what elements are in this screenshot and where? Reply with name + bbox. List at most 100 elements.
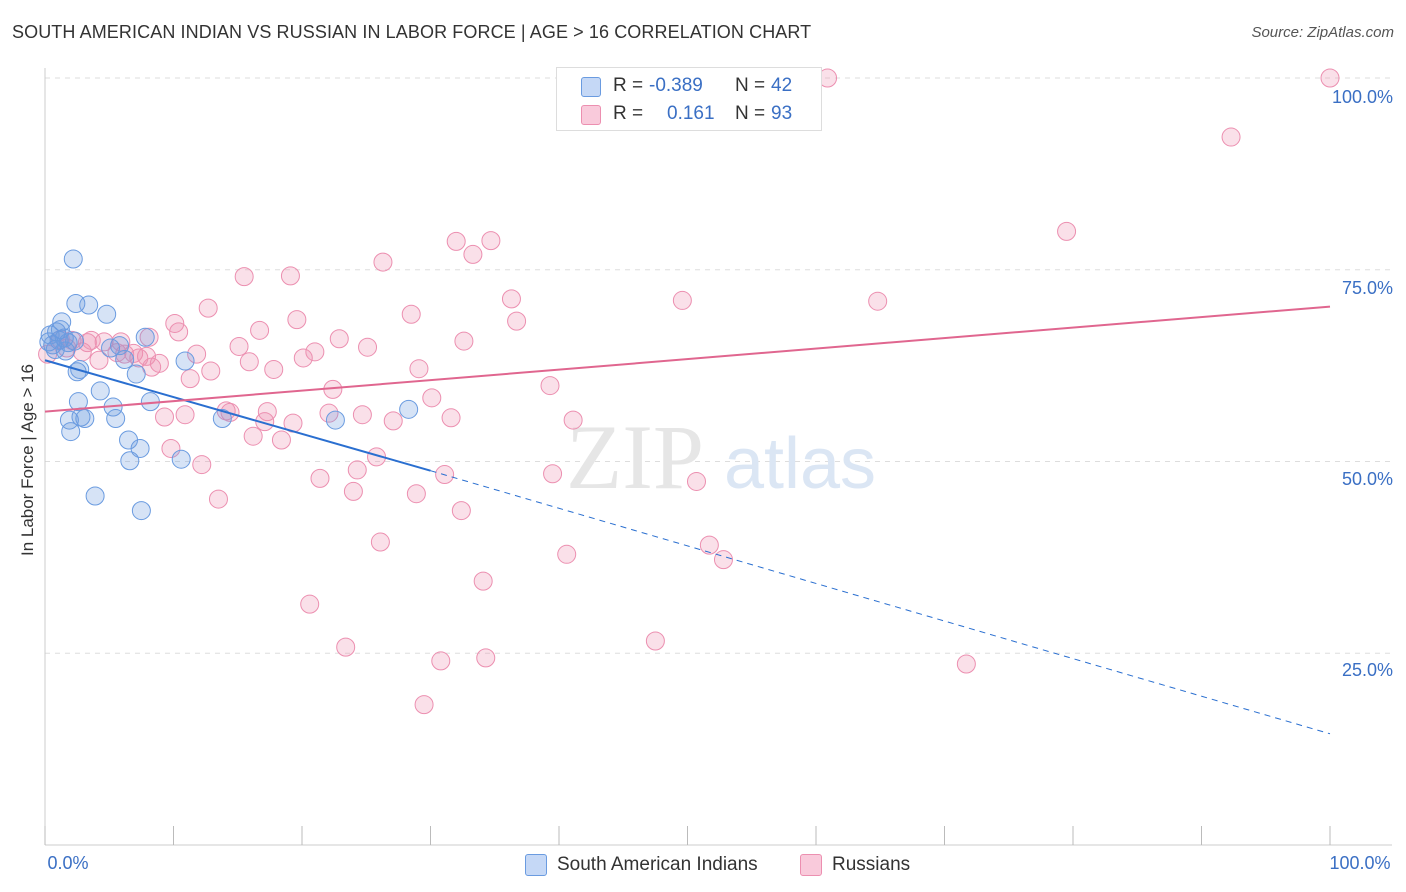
russians-point (352, 405, 372, 425)
tick-labels: 0.0% 100.0% 25.0% 50.0% 75.0% 100.0% (47, 87, 1393, 873)
russians-point (476, 648, 496, 668)
russians-point (201, 361, 221, 381)
legend-swatch-blue (581, 77, 601, 97)
russians-point (229, 336, 249, 356)
russians-point (305, 342, 325, 362)
russians-point (243, 426, 263, 446)
russians-point (165, 313, 185, 333)
russians-point (234, 267, 254, 287)
russians-point (329, 329, 349, 349)
russians-point (540, 376, 560, 396)
watermark-atlas: atlas (724, 424, 876, 504)
y-tick-label-100: 100.0% (1332, 87, 1393, 107)
russians-point (446, 231, 466, 251)
south-american-indians-point (75, 409, 95, 429)
russians-point (373, 252, 393, 272)
trend-lines (44, 305, 1331, 735)
south-american-indians-point (52, 312, 72, 332)
russians-point (686, 471, 706, 491)
russians-point (454, 331, 474, 351)
south-american-indians-point (63, 249, 83, 269)
x-tick-label-min: 0.0% (47, 853, 88, 873)
russians-point (563, 410, 583, 430)
russians-point (293, 348, 313, 368)
south-american-indians-point (120, 451, 140, 471)
russians-point (239, 352, 259, 372)
russians-point (358, 337, 378, 357)
russians-point (310, 468, 330, 488)
south-american-indians-point (68, 392, 88, 412)
russians-point (264, 359, 284, 379)
legend-n-value: 93 (771, 103, 793, 124)
russians-point (473, 571, 493, 591)
legend-r-label: R = (613, 75, 644, 96)
south-american-indians-point (61, 422, 81, 442)
legend-row-south-american-indians: R = -0.389 N = 42 (557, 72, 821, 100)
south-american-indians-point (85, 486, 105, 506)
legend-label: South American Indians (557, 854, 758, 875)
russians-point (89, 350, 109, 370)
russians-point (280, 266, 300, 286)
russians-point (155, 407, 175, 427)
russians-point (481, 231, 501, 251)
y-tick-label-25: 25.0% (1342, 660, 1393, 680)
legend-r-value: 0.161 (667, 103, 715, 124)
legend-swatch-blue (525, 854, 547, 876)
south-american-indians-trend-line (44, 359, 431, 472)
russians-point (383, 411, 403, 431)
russians-point (336, 637, 356, 657)
russians-point (713, 550, 733, 570)
south-american-indians-point (58, 333, 78, 353)
russians-point (645, 631, 665, 651)
russians-point (1057, 221, 1077, 241)
y-tick-label-75: 75.0% (1342, 278, 1393, 298)
russians-point (501, 289, 521, 309)
south-american-indians-point (126, 364, 146, 384)
russians-point (208, 489, 228, 509)
russians-point (699, 535, 719, 555)
legend-r-label: R = (613, 103, 644, 124)
legend-r-value: -0.389 (649, 75, 703, 96)
russians-point (406, 484, 426, 504)
y-axis-label: In Labor Force | Age > 16 (18, 363, 37, 557)
russians-point (672, 290, 692, 310)
watermark-zip: ZIP (566, 406, 704, 508)
legend-n-label: N = (735, 103, 766, 124)
russians-point (414, 695, 434, 715)
x-tick-label-max: 100.0% (1329, 853, 1390, 873)
legend-swatch-pink (581, 105, 601, 125)
russians-point (543, 464, 563, 484)
legend-n-value: 42 (771, 75, 793, 96)
south-american-indians-point (90, 381, 110, 401)
russians-point (1320, 68, 1340, 88)
russians-point (257, 402, 277, 422)
south-american-indians-point (399, 399, 419, 419)
russians-point (198, 298, 218, 318)
south-american-indians-point (115, 349, 135, 369)
south-american-indians-points (39, 249, 419, 521)
russians-point (187, 344, 207, 364)
south-american-indians-point (97, 304, 117, 324)
russians-point (441, 408, 461, 428)
russians-point (370, 532, 390, 552)
south-american-indians-point (212, 409, 232, 429)
series-legend: South American Indians Russians (0, 852, 1406, 878)
russians-point (409, 359, 429, 379)
russians-point (507, 311, 527, 331)
russians-point (956, 654, 976, 674)
russians-point (129, 348, 149, 368)
russians-point (451, 501, 471, 521)
y-tick-label-50: 50.0% (1342, 469, 1393, 489)
russians-point (300, 594, 320, 614)
axes (44, 68, 1392, 846)
source-label: Source: ZipAtlas.com (1251, 24, 1394, 41)
south-american-indians-point (39, 332, 59, 352)
south-american-indians-point (175, 351, 195, 371)
russians-point (180, 369, 200, 389)
south-american-indians-point (65, 331, 85, 351)
south-american-indians-point (171, 449, 191, 469)
russians-point (287, 310, 307, 330)
south-american-indians-point (325, 410, 345, 430)
legend-swatch-pink (800, 854, 822, 876)
